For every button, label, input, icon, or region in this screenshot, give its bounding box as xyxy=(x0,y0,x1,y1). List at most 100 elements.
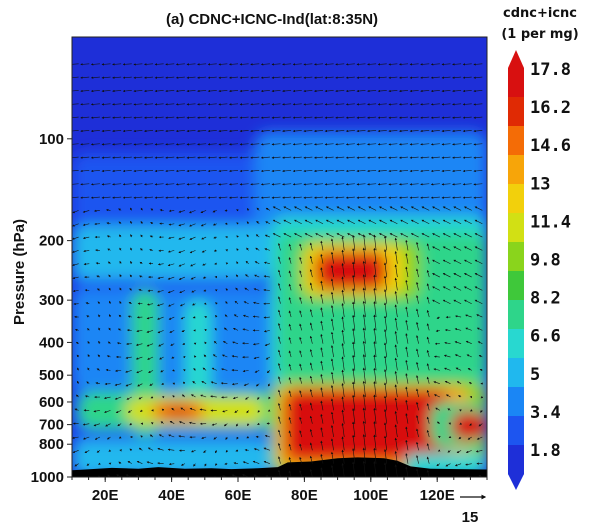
wind-vector xyxy=(90,156,100,159)
wind-vector xyxy=(320,387,324,398)
wind-vector xyxy=(72,76,79,79)
wind-vector xyxy=(239,196,249,199)
wind-vector xyxy=(388,196,398,199)
wind-vector xyxy=(112,76,122,79)
wind-vector xyxy=(127,315,132,318)
wind-vector xyxy=(207,76,217,79)
wind-vector xyxy=(313,196,324,199)
wind-vector xyxy=(189,210,196,214)
wind-vector xyxy=(260,89,270,93)
wind-vector xyxy=(341,263,345,278)
wind-vector xyxy=(356,129,366,133)
wind-vector xyxy=(264,234,270,238)
wind-vector xyxy=(138,447,143,451)
field-east-edge-red xyxy=(450,411,487,441)
wind-vector xyxy=(288,310,292,318)
wind-vector xyxy=(313,76,324,79)
wind-vector xyxy=(345,143,355,146)
wind-vector xyxy=(299,243,303,251)
wind-vector xyxy=(246,436,250,439)
wind-vector xyxy=(315,219,324,225)
wind-vector xyxy=(345,156,355,159)
wind-vector xyxy=(325,233,334,238)
colorbar-swatch xyxy=(508,184,524,214)
wind-vector xyxy=(299,363,303,371)
wind-vector xyxy=(373,314,377,331)
wind-vector xyxy=(118,208,122,211)
wind-vector xyxy=(426,456,430,464)
wind-vector xyxy=(362,314,366,331)
wind-vector xyxy=(72,89,79,93)
colorbar-swatch xyxy=(508,358,524,388)
wind-vector xyxy=(426,323,430,331)
wind-vector xyxy=(378,219,387,225)
wind-vector xyxy=(118,234,122,238)
wind-vector xyxy=(218,183,228,186)
wind-vector xyxy=(80,196,90,199)
wind-vector xyxy=(175,89,185,93)
wind-vector xyxy=(299,323,303,331)
wind-vector xyxy=(250,63,260,66)
field-band-upper-east xyxy=(254,131,487,234)
wind-vector xyxy=(136,460,143,464)
wind-vector xyxy=(182,342,185,345)
wind-vector xyxy=(72,116,79,119)
wind-vector xyxy=(430,63,440,66)
wind-vector xyxy=(299,430,303,438)
wind-vector xyxy=(320,307,324,318)
wind-vector xyxy=(97,354,101,358)
wind-vector xyxy=(168,462,175,466)
wind-vector xyxy=(292,63,302,66)
wind-vector xyxy=(405,399,409,411)
wind-vector xyxy=(181,329,186,333)
wind-vector xyxy=(409,156,419,159)
wind-vector xyxy=(175,116,185,119)
wind-vector xyxy=(377,103,387,106)
wind-vector xyxy=(218,89,228,93)
wind-vector xyxy=(265,207,271,211)
wind-vector xyxy=(197,156,207,159)
wind-vector xyxy=(271,183,281,186)
wind-vector xyxy=(324,196,334,199)
wind-vector xyxy=(292,156,302,159)
wind-vector xyxy=(186,103,196,106)
wind-vector xyxy=(282,156,292,159)
wind-vector xyxy=(218,103,228,106)
wind-vector xyxy=(271,196,281,199)
wind-vector xyxy=(80,129,90,133)
wind-vector xyxy=(352,274,356,291)
wind-vector xyxy=(250,156,260,159)
wind-vector xyxy=(420,143,430,146)
wind-vector xyxy=(207,169,217,173)
wind-vector xyxy=(122,143,132,146)
wind-vector xyxy=(104,410,111,413)
wind-vector xyxy=(299,350,303,358)
wind-vector xyxy=(405,319,409,331)
wind-vector xyxy=(272,206,281,211)
wind-vector xyxy=(345,169,355,173)
wind-vector xyxy=(362,274,366,291)
wind-vector xyxy=(212,354,217,358)
wind-vector xyxy=(416,295,419,304)
wind-vector xyxy=(256,207,260,211)
wind-vector xyxy=(165,156,175,159)
wind-vector xyxy=(186,196,196,199)
wind-vector xyxy=(118,436,122,439)
wind-vector xyxy=(309,402,313,411)
wind-vector xyxy=(367,169,377,173)
wind-vector xyxy=(114,383,122,386)
wind-vector xyxy=(101,129,111,133)
colorbar-label: 14.6 xyxy=(530,136,571,156)
wind-vector xyxy=(80,169,90,173)
wind-vector xyxy=(267,409,271,412)
wind-vector xyxy=(98,462,101,465)
colorbar-label: 16.2 xyxy=(530,98,571,118)
wind-vector xyxy=(82,423,90,426)
wind-vector xyxy=(133,183,143,186)
wind-vector xyxy=(282,129,292,133)
wind-vector xyxy=(283,206,292,211)
wind-vector xyxy=(303,76,313,79)
wind-vector xyxy=(271,156,281,159)
wind-vector xyxy=(416,455,419,464)
wind-vector xyxy=(233,462,239,465)
